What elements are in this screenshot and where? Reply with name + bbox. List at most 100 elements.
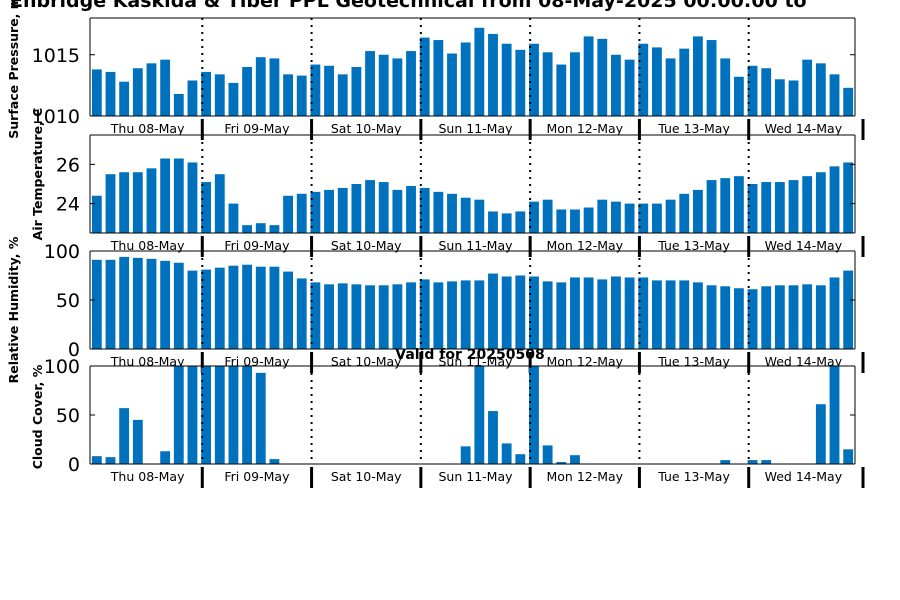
bar-1-46 (706, 40, 717, 116)
bar-3-17 (310, 282, 321, 349)
bar-3-10 (214, 267, 225, 349)
bar-4-50 (761, 460, 772, 464)
bar-2-3 (119, 172, 130, 233)
bar-1-41 (638, 43, 649, 117)
bar-1-22 (378, 54, 389, 116)
bar-1-20 (351, 67, 362, 116)
bar-2-27 (447, 193, 457, 233)
day-label-2-6: Tue 13-May (657, 238, 730, 253)
bar-1-32 (515, 49, 526, 116)
bar-2-22 (378, 182, 389, 233)
bar-3-31 (501, 276, 512, 349)
bar-4-56 (843, 449, 854, 464)
bar-3-9 (201, 269, 212, 349)
bar-2-45 (692, 189, 703, 233)
bar-2-41 (638, 203, 649, 233)
bar-1-53 (802, 59, 813, 116)
bar-1-40 (624, 59, 635, 116)
bar-3-18 (324, 284, 334, 349)
y-tick-label-4-1: 0 (68, 454, 80, 476)
bar-4-49 (747, 460, 758, 464)
bar-2-14 (269, 225, 280, 233)
y-tick-label-2-2: 26 (56, 154, 80, 176)
bar-4-3 (119, 408, 130, 464)
bar-2-50 (761, 182, 772, 233)
bar-1-39 (611, 54, 621, 116)
bar-3-14 (269, 266, 280, 349)
bar-4-13 (255, 372, 266, 464)
day-label-3-6: Tue 13-May (657, 354, 730, 369)
bar-1-19 (337, 74, 348, 116)
bar-1-1 (91, 69, 102, 116)
bar-2-43 (665, 199, 676, 233)
bar-3-47 (720, 286, 731, 349)
bar-3-34 (542, 281, 553, 349)
bar-4-12 (242, 366, 253, 464)
bar-3-37 (583, 277, 594, 349)
bar-2-13 (255, 223, 266, 233)
bar-2-39 (611, 201, 621, 233)
bar-2-47 (720, 178, 731, 233)
bar-1-54 (815, 63, 826, 116)
bar-2-9 (201, 182, 212, 233)
day-label-2-1: Thu 08-May (110, 238, 185, 253)
day-label-1-5: Mon 12-May (546, 121, 623, 136)
y-tick-label-4-3: 100 (44, 356, 80, 378)
chart-title: Enbridge Kaskida & Tiber PPL Geotechnica… (10, 0, 807, 12)
day-label-3-3: Sat 10-May (331, 354, 402, 369)
bar-1-9 (201, 71, 212, 116)
bar-2-28 (460, 197, 471, 233)
bar-1-44 (679, 48, 690, 117)
day-label-1-2: Fri 09-May (224, 121, 290, 136)
bar-3-11 (228, 265, 239, 349)
bar-1-52 (788, 80, 799, 116)
bar-1-31 (501, 43, 512, 117)
bar-3-28 (460, 280, 471, 349)
bar-1-4 (132, 68, 143, 116)
bar-2-5 (146, 168, 157, 233)
bar-2-8 (187, 162, 198, 233)
y-axis-label-1: Surface Pressure, mb (6, 0, 21, 139)
day-label-3-5: Mon 12-May (546, 354, 623, 369)
bar-3-53 (802, 284, 813, 349)
bar-3-52 (788, 285, 799, 349)
bar-1-43 (665, 58, 676, 116)
y-tick-label-2-1: 24 (56, 194, 80, 216)
bar-1-50 (761, 68, 772, 116)
day-label-3-1: Thu 08-May (110, 354, 185, 369)
day-label-1-1: Thu 08-May (110, 121, 185, 136)
bar-4-28 (460, 446, 471, 464)
day-label-2-5: Mon 12-May (546, 238, 623, 253)
y-tick-label-3-1: 0 (68, 339, 80, 361)
bar-1-5 (146, 63, 157, 116)
bar-1-6 (160, 59, 171, 116)
bar-3-36 (570, 277, 580, 349)
y-tick-label-3-2: 50 (56, 290, 80, 312)
bar-1-45 (692, 36, 703, 117)
bar-1-23 (392, 58, 403, 116)
bar-4-14 (269, 459, 280, 464)
day-label-1-7: Wed 14-May (765, 121, 843, 136)
bar-1-33 (529, 43, 539, 117)
bar-3-13 (255, 266, 266, 349)
bar-1-49 (747, 65, 758, 116)
bar-3-12 (242, 264, 253, 349)
bar-2-51 (774, 182, 785, 233)
day-label-3-2: Fri 09-May (224, 354, 290, 369)
bar-2-26 (433, 191, 444, 233)
bar-2-48 (733, 176, 744, 233)
bar-2-53 (802, 176, 813, 233)
bar-4-47 (720, 460, 731, 464)
bar-3-50 (761, 286, 772, 349)
bar-3-6 (160, 260, 171, 349)
y-tick-label-4-2: 50 (56, 405, 80, 427)
bar-2-31 (501, 213, 512, 233)
bar-2-15 (283, 195, 293, 233)
bar-3-33 (529, 276, 539, 349)
day-label-4-2: Fri 09-May (224, 469, 290, 484)
bar-4-36 (570, 455, 580, 464)
bar-3-42 (652, 280, 662, 349)
bar-1-30 (488, 33, 498, 116)
bar-1-3 (119, 81, 130, 116)
bar-4-30 (488, 411, 498, 464)
